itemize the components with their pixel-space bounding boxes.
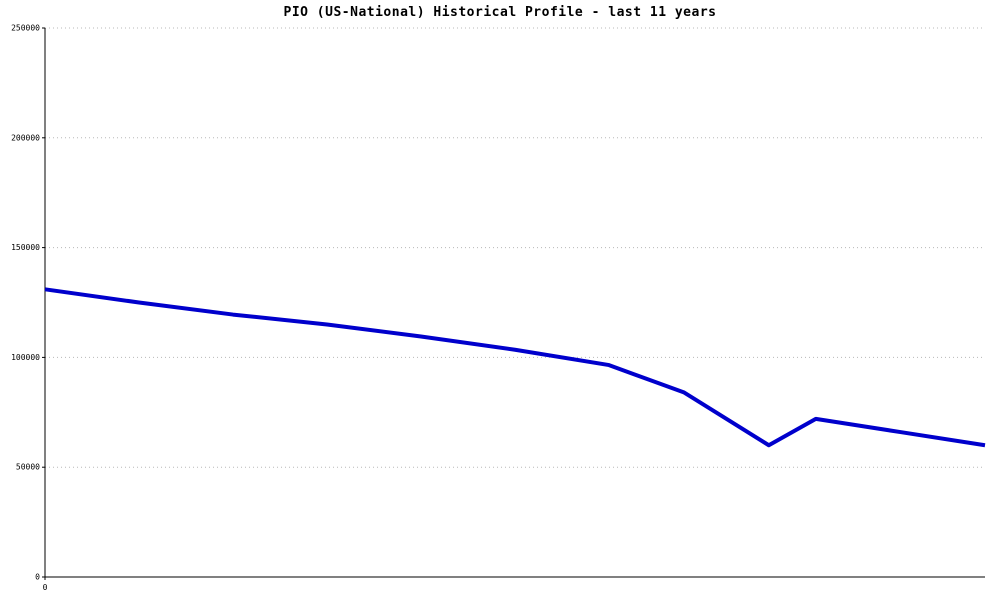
y-tick-label: 150000 <box>11 243 40 252</box>
chart-title: PIO (US-National) Historical Profile - l… <box>283 5 717 20</box>
data-series-line <box>44 287 986 448</box>
y-tick-label: 250000 <box>11 24 40 33</box>
x-tick-label: 0 <box>43 583 48 592</box>
y-tick-label: 100000 <box>11 353 40 362</box>
y-tick-label: 200000 <box>11 133 40 142</box>
y-tick-label: 50000 <box>16 463 40 472</box>
y-tick-label: 0 <box>35 573 40 582</box>
